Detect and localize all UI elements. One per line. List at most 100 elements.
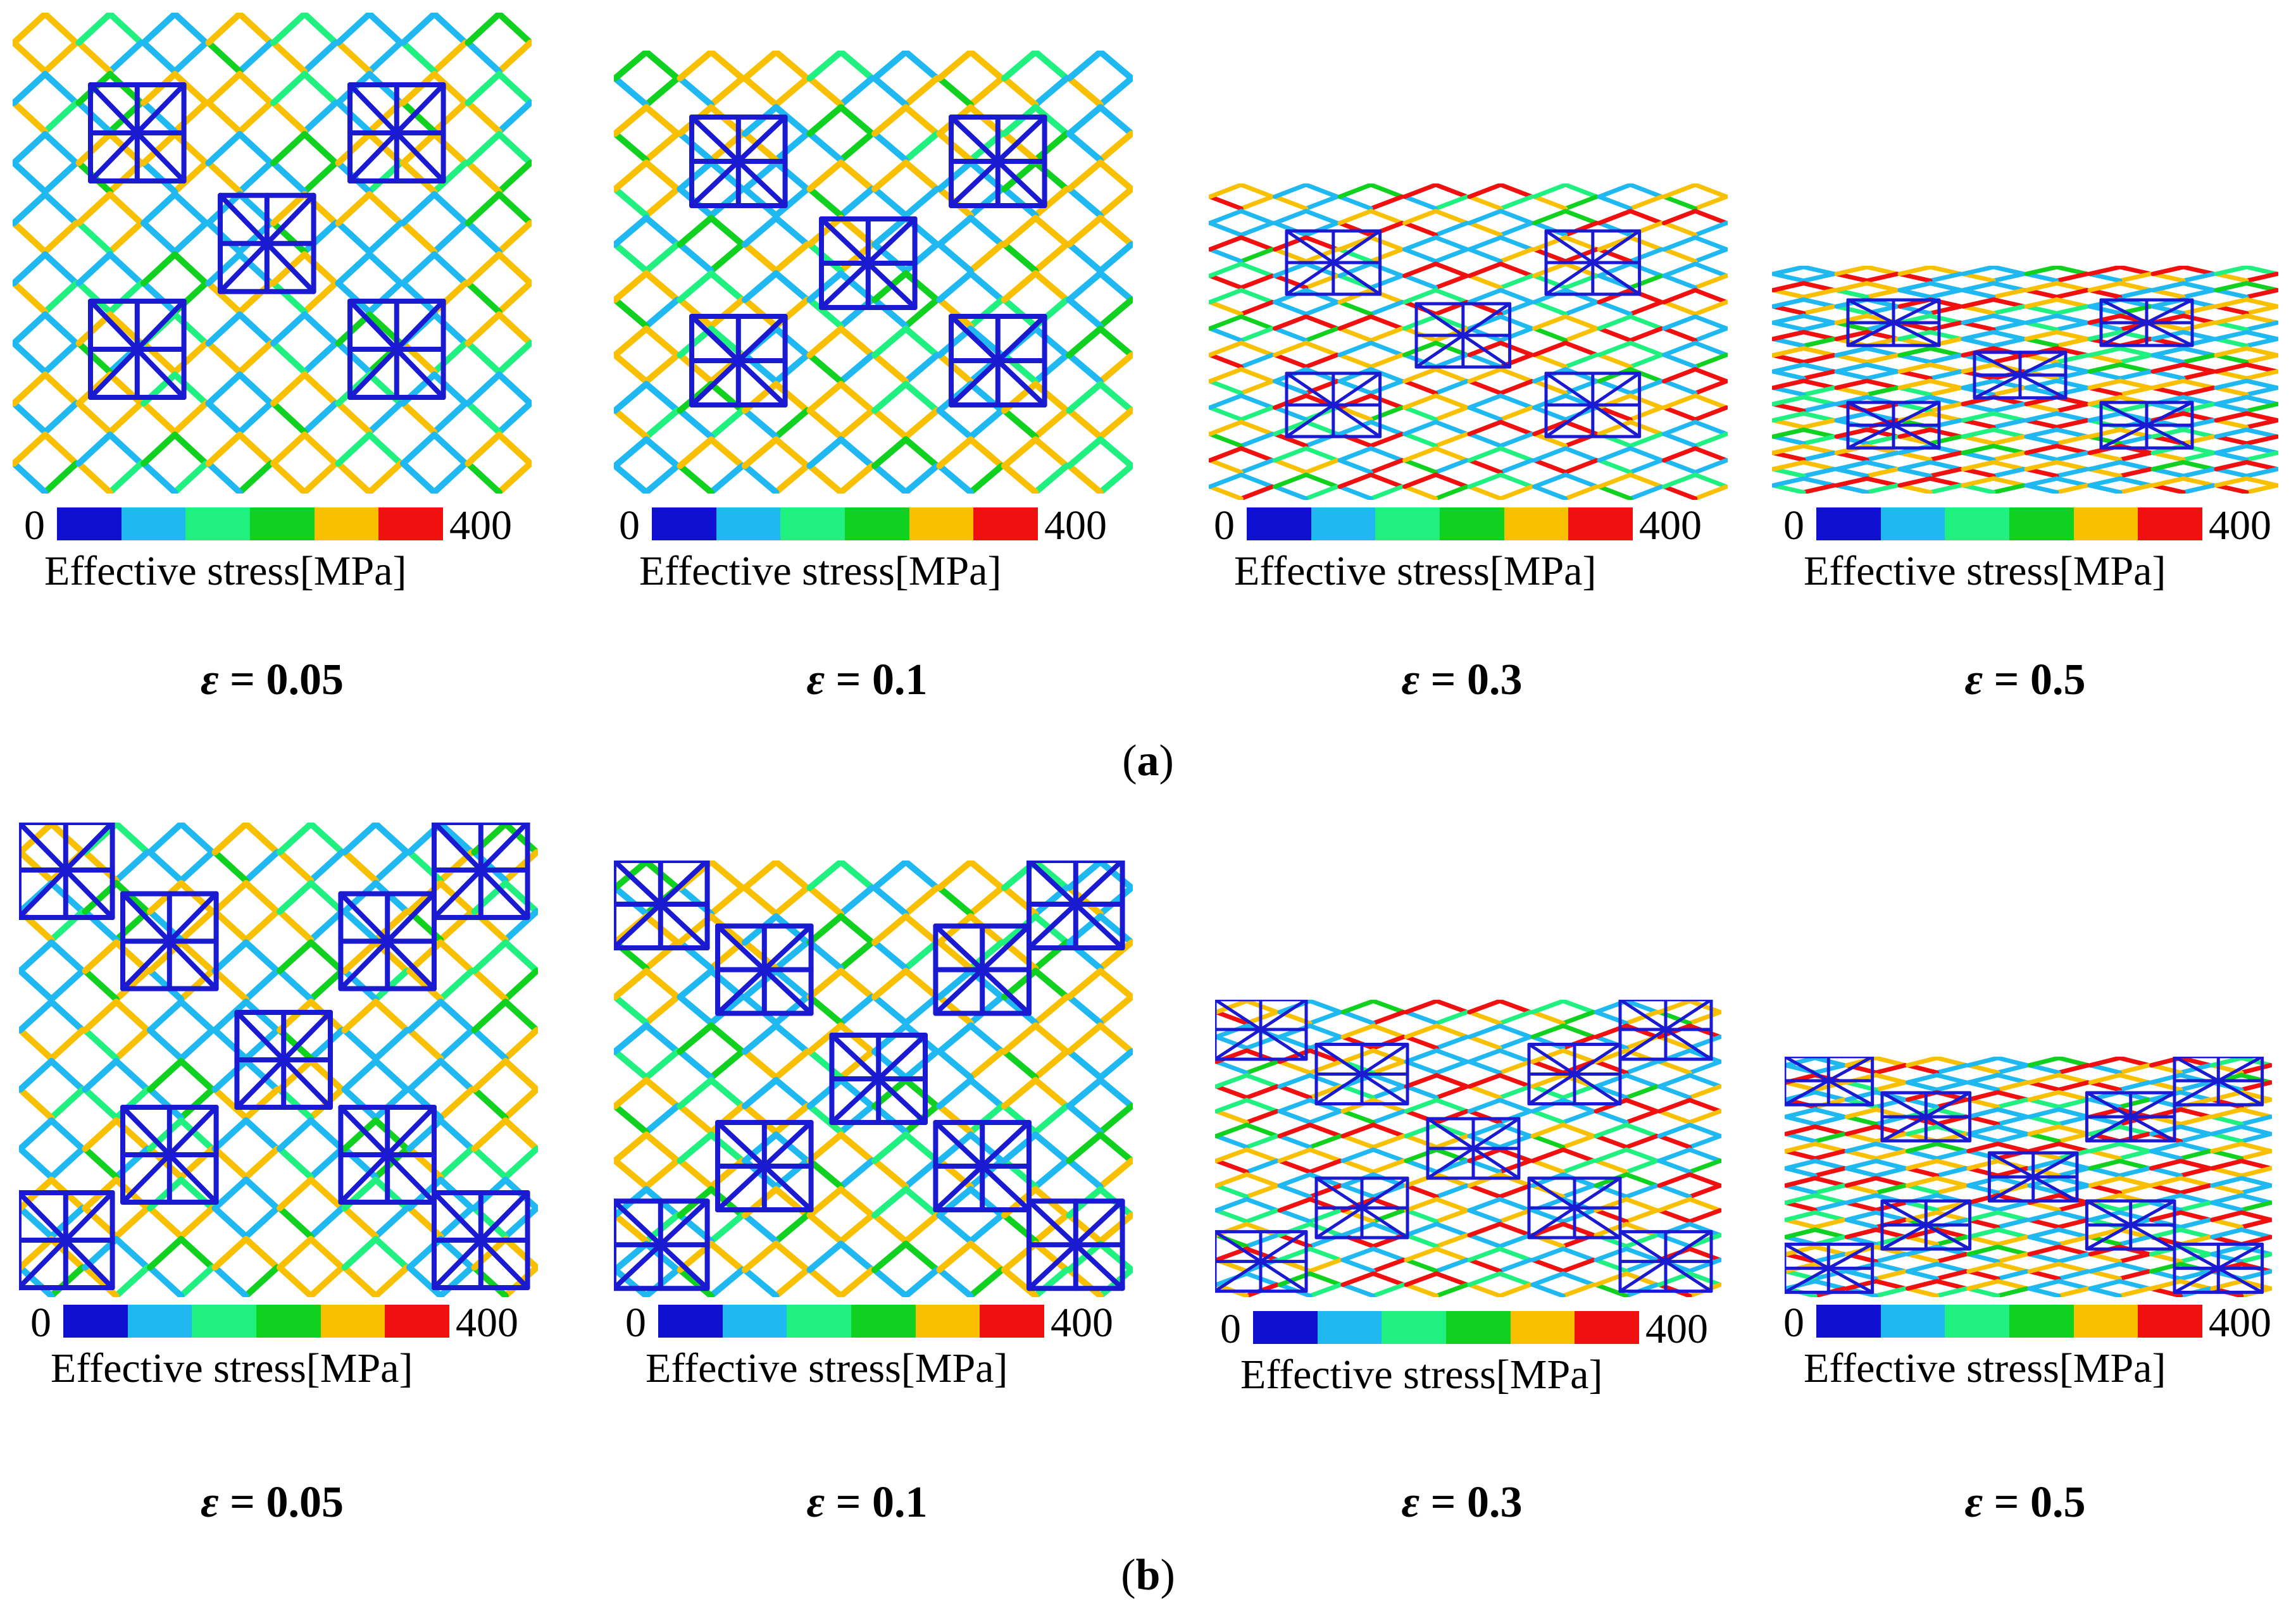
legend-color-swatch — [1504, 507, 1569, 540]
legend-color-swatch — [127, 1305, 192, 1338]
strain-label: ε = 0.05 — [200, 1478, 344, 1527]
legend-max-value: 400 — [1645, 1306, 1708, 1352]
legend-color-swatch — [915, 1305, 980, 1338]
legend-color-swatch — [1816, 1305, 1881, 1338]
strain-label: ε = 0.05 — [200, 656, 344, 704]
stress-legend: 0 400 Effective stress[MPa] — [25, 1297, 532, 1398]
legend-title: Effective stress[MPa] — [51, 1345, 413, 1391]
legend-color-swatch — [2138, 507, 2203, 540]
legend-max-value: 400 — [2209, 502, 2271, 549]
stress-legend: 0 400 Effective stress[MPa] — [1778, 500, 2285, 601]
strain-label: ε = 0.3 — [1401, 656, 1523, 704]
cell-b-2: 0 400 Effective stress[MPa] ε = 0.1 — [595, 810, 1164, 1538]
stress-legend: 0 400 Effective stress[MPa] — [614, 500, 1120, 601]
legend-min-value: 0 — [30, 1300, 51, 1346]
legend-color-bar — [658, 1305, 1045, 1338]
stress-legend: 0 400 Effective stress[MPa] — [19, 500, 525, 601]
legend-color-swatch — [845, 507, 909, 540]
legend-color-swatch — [1317, 1311, 1382, 1344]
legend-max-value: 400 — [2209, 1300, 2271, 1346]
cell-a-4: 0 400 Effective stress[MPa] ε = 0.5 — [1759, 0, 2291, 728]
legend-color-swatch — [1440, 507, 1504, 540]
legend-min-value: 0 — [1214, 502, 1235, 549]
legend-color-swatch — [192, 1305, 257, 1338]
legend-color-swatch — [652, 507, 716, 540]
legend-color-swatch — [973, 507, 1039, 540]
legend-max-value: 400 — [1051, 1300, 1113, 1346]
legend-color-swatch — [658, 1305, 723, 1338]
panel-a: 0 400 Effective stress[MPa] ε = 0.05 0 4… — [0, 0, 2296, 791]
legend-max-value: 400 — [1044, 502, 1107, 549]
lattice-simulation-image — [614, 861, 1133, 1297]
legend-color-swatch — [2073, 507, 2138, 540]
cell-a-2: 0 400 Effective stress[MPa] ε = 0.1 — [595, 0, 1164, 728]
legend-color-swatch — [787, 1305, 852, 1338]
legend-color-swatch — [378, 507, 444, 540]
legend-min-value: 0 — [1783, 1300, 1804, 1346]
strain-label: ε = 0.5 — [1964, 1478, 2086, 1527]
legend-max-value: 400 — [1639, 502, 1702, 549]
stress-legend: 0 400 Effective stress[MPa] — [1209, 500, 1715, 601]
legend-color-swatch — [2138, 1305, 2203, 1338]
legend-color-swatch — [1880, 1305, 1945, 1338]
legend-min-value: 0 — [625, 1300, 646, 1346]
cell-a-3: 0 400 Effective stress[MPa] ε = 0.3 — [1190, 0, 1759, 728]
legend-color-swatch — [1253, 1311, 1318, 1344]
stress-legend: 0 400 Effective stress[MPa] — [620, 1297, 1126, 1398]
legend-title: Effective stress[MPa] — [1234, 548, 1597, 594]
legend-color-swatch — [121, 507, 186, 540]
legend-color-swatch — [1446, 1311, 1511, 1344]
lattice-simulation-image — [1772, 266, 2278, 494]
legend-color-swatch — [780, 507, 845, 540]
legend-min-value: 0 — [24, 502, 45, 549]
legend-title: Effective stress[MPa] — [646, 1345, 1008, 1391]
cell-a-1: 0 400 Effective stress[MPa] ε = 0.05 — [0, 0, 570, 728]
legend-color-swatch — [385, 1305, 450, 1338]
legend-color-bar — [652, 507, 1039, 540]
legend-min-value: 0 — [1783, 502, 1804, 549]
legend-color-bar — [1816, 1305, 2203, 1338]
legend-color-swatch — [256, 1305, 321, 1338]
legend-color-swatch — [1382, 1311, 1447, 1344]
legend-color-swatch — [57, 507, 122, 540]
lattice-simulation-image — [1785, 1057, 2272, 1297]
legend-title: Effective stress[MPa] — [639, 548, 1002, 594]
legend-color-bar — [63, 1305, 450, 1338]
legend-color-swatch — [1311, 507, 1376, 540]
strain-label: ε = 0.5 — [1964, 656, 2086, 704]
cell-b-3: 0 400 Effective stress[MPa] ε = 0.3 — [1190, 810, 1759, 1538]
legend-color-swatch — [1510, 1311, 1575, 1344]
legend-max-value: 400 — [449, 502, 512, 549]
lattice-simulation-image — [1209, 183, 1728, 500]
legend-color-swatch — [185, 507, 251, 540]
legend-color-bar — [1253, 1311, 1640, 1344]
strain-label: ε = 0.3 — [1401, 1478, 1523, 1527]
legend-color-swatch — [716, 507, 781, 540]
panel-label-a: (a) — [1122, 737, 1174, 785]
panel-label-b: (b) — [1121, 1551, 1175, 1600]
legend-title: Effective stress[MPa] — [1804, 1345, 2166, 1391]
lattice-simulation-image — [13, 13, 532, 494]
legend-color-swatch — [314, 507, 379, 540]
cell-b-1: 0 400 Effective stress[MPa] ε = 0.05 — [0, 810, 570, 1538]
legend-color-swatch — [250, 507, 315, 540]
legend-color-swatch — [1945, 507, 2010, 540]
legend-color-swatch — [2073, 1305, 2138, 1338]
lattice-simulation-image — [19, 823, 538, 1297]
legend-min-value: 0 — [619, 502, 640, 549]
legend-color-swatch — [1247, 507, 1311, 540]
lattice-simulation-image — [1215, 1000, 1721, 1297]
strain-label: ε = 0.1 — [806, 1478, 928, 1527]
legend-title: Effective stress[MPa] — [1804, 548, 2166, 594]
legend-title: Effective stress[MPa] — [1240, 1352, 1603, 1398]
cell-b-4: 0 400 Effective stress[MPa] ε = 0.5 — [1759, 810, 2291, 1538]
legend-color-swatch — [1816, 507, 1881, 540]
legend-min-value: 0 — [1220, 1306, 1241, 1352]
legend-color-swatch — [1575, 1311, 1640, 1344]
lattice-simulation-image — [614, 51, 1133, 494]
strain-label: ε = 0.1 — [806, 656, 928, 704]
legend-color-swatch — [2009, 1305, 2074, 1338]
legend-color-swatch — [1945, 1305, 2010, 1338]
legend-color-swatch — [1568, 507, 1633, 540]
legend-color-swatch — [1880, 507, 1945, 540]
